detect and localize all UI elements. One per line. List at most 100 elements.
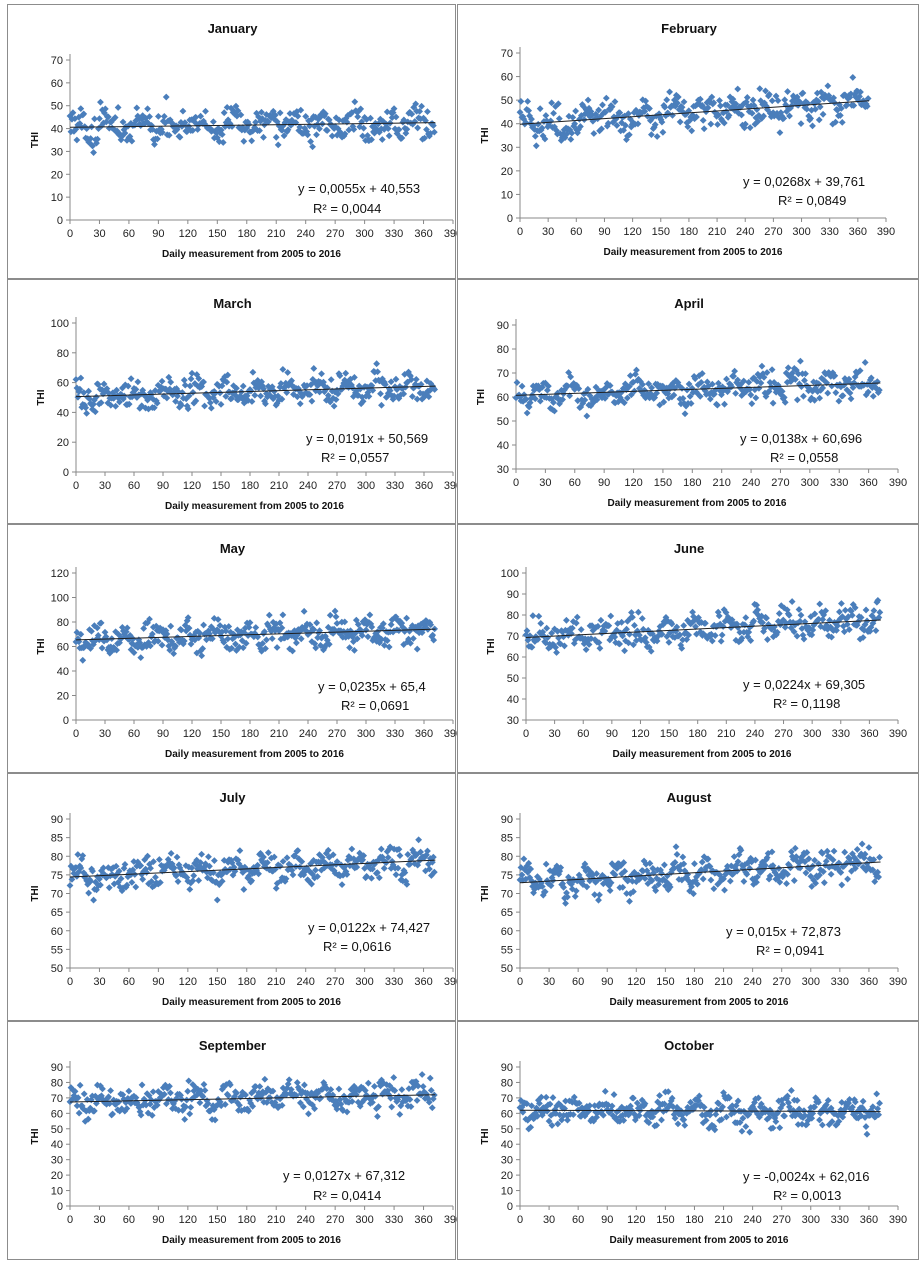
- data-point: [199, 645, 207, 652]
- x-tick-label: 330: [385, 1214, 403, 1226]
- x-tick-label: 120: [624, 477, 642, 489]
- data-point: [374, 628, 381, 636]
- data-point: [257, 850, 264, 857]
- data-point: [743, 94, 751, 101]
- data-point: [231, 110, 239, 118]
- data-point: [121, 129, 129, 137]
- data-point: [279, 858, 287, 865]
- data-point: [252, 1083, 260, 1090]
- data-point: [869, 392, 877, 400]
- data-point: [368, 136, 375, 143]
- data-point: [585, 871, 593, 879]
- data-point: [141, 120, 149, 128]
- data-point: [180, 376, 188, 384]
- data-point: [216, 389, 224, 397]
- data-point: [116, 130, 124, 138]
- data-point: [377, 390, 384, 398]
- chart-title: March: [213, 296, 251, 311]
- data-point: [641, 386, 648, 394]
- data-point: [394, 864, 402, 872]
- data-point: [119, 884, 127, 892]
- data-point: [648, 877, 656, 885]
- data-point: [557, 864, 565, 872]
- data-point: [776, 129, 784, 137]
- data-point: [130, 858, 138, 865]
- data-point: [146, 113, 153, 121]
- data-point: [843, 620, 851, 628]
- data-point: [646, 394, 654, 402]
- data-point: [667, 382, 675, 390]
- data-point: [590, 130, 598, 137]
- data-point: [403, 125, 411, 133]
- data-point: [857, 614, 865, 621]
- data-point: [835, 1118, 843, 1125]
- data-point: [151, 387, 159, 394]
- data-point: [129, 866, 137, 874]
- data-point: [159, 626, 167, 634]
- data-point: [722, 870, 729, 878]
- data-point: [827, 870, 835, 878]
- y-axis-label: THI: [480, 1128, 491, 1144]
- data-point: [763, 614, 770, 622]
- data-point: [850, 102, 858, 109]
- data-point: [369, 386, 377, 394]
- data-point: [601, 627, 609, 635]
- data-point: [606, 382, 614, 389]
- data-point: [746, 623, 754, 631]
- x-tick-label: 0: [73, 728, 79, 740]
- data-point: [294, 112, 302, 120]
- data-point: [141, 641, 149, 649]
- data-point: [350, 393, 357, 400]
- data-point: [366, 611, 374, 619]
- data-point: [529, 883, 536, 890]
- data-point: [822, 370, 830, 378]
- data-point: [426, 1074, 434, 1082]
- data-point: [397, 391, 405, 399]
- data-point: [856, 635, 864, 643]
- data-point: [751, 875, 758, 883]
- data-point: [761, 861, 769, 869]
- data-point: [167, 849, 175, 857]
- data-point: [193, 649, 201, 657]
- data-point: [623, 625, 630, 633]
- data-point: [324, 392, 332, 399]
- data-point: [618, 870, 626, 878]
- data-point: [340, 379, 348, 387]
- data-point: [707, 389, 715, 396]
- data-point: [170, 650, 178, 657]
- data-point: [849, 384, 857, 391]
- chart-panel-march: March 0 20 40 60 80 100 0 30 60 90 120 150 180 210 240 2…: [7, 279, 457, 524]
- y-tick-label: 20: [501, 166, 513, 178]
- data-point: [855, 97, 862, 104]
- data-point: [537, 620, 545, 627]
- data-point: [198, 383, 206, 390]
- data-point: [838, 600, 845, 607]
- data-point: [200, 378, 207, 386]
- data-point: [296, 400, 304, 408]
- data-point: [384, 1087, 392, 1095]
- trend-equation: y = 0,0055x + 40,553: [298, 181, 420, 196]
- data-point: [775, 865, 783, 872]
- data-point: [296, 863, 304, 871]
- x-tick-label: 240: [736, 226, 754, 238]
- data-point: [626, 1109, 633, 1117]
- data-point: [876, 608, 884, 616]
- data-point: [74, 635, 82, 643]
- x-tick-label: 210: [708, 226, 726, 238]
- r-squared: R² = 0,0414: [313, 1188, 381, 1203]
- data-point: [409, 1084, 417, 1092]
- data-point: [90, 641, 97, 648]
- data-point: [563, 889, 570, 897]
- data-point: [339, 117, 347, 125]
- data-point: [533, 881, 540, 889]
- data-point: [683, 636, 691, 643]
- data-point: [660, 398, 668, 406]
- data-point: [151, 141, 158, 148]
- data-point: [816, 600, 824, 608]
- data-point: [300, 871, 308, 879]
- data-point: [148, 122, 155, 129]
- data-point: [303, 620, 311, 628]
- data-point: [146, 1100, 154, 1108]
- data-point: [534, 636, 542, 643]
- data-point: [824, 82, 832, 90]
